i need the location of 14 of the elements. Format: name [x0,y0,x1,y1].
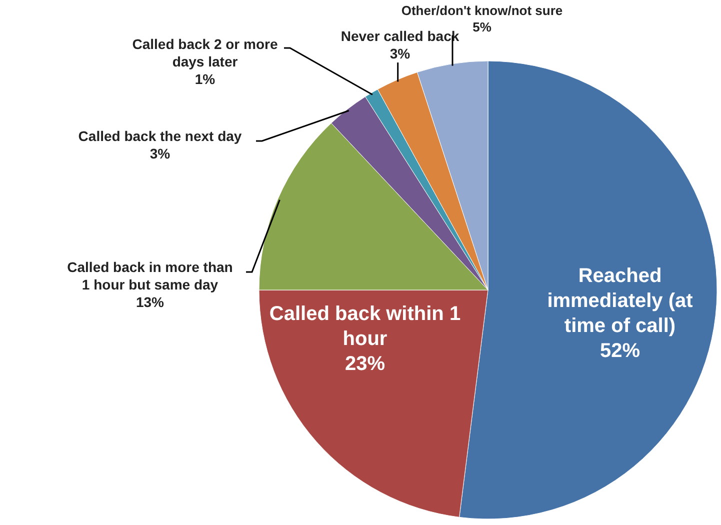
slice-label: Other/don't know/not sure [401,3,563,18]
slice-label: Called back within 1 hour [269,303,461,350]
data-label: 5% [472,19,492,34]
slice-label: Reached immediately (at time of call) [547,265,694,337]
slice-label: Called back 2 or more days later [132,36,278,70]
slice-label: Never called back [340,28,460,44]
data-label: 3% [390,46,411,62]
slice-label: Called back in more than 1 hour but same day [67,259,233,292]
data-label: 23% [344,353,386,375]
data-label: 52% [600,340,640,362]
data-label: 13% [136,294,165,310]
data-label: 1% [194,71,216,87]
slice-label: Called back the next day [78,128,242,144]
data-label: 3% [150,146,171,162]
